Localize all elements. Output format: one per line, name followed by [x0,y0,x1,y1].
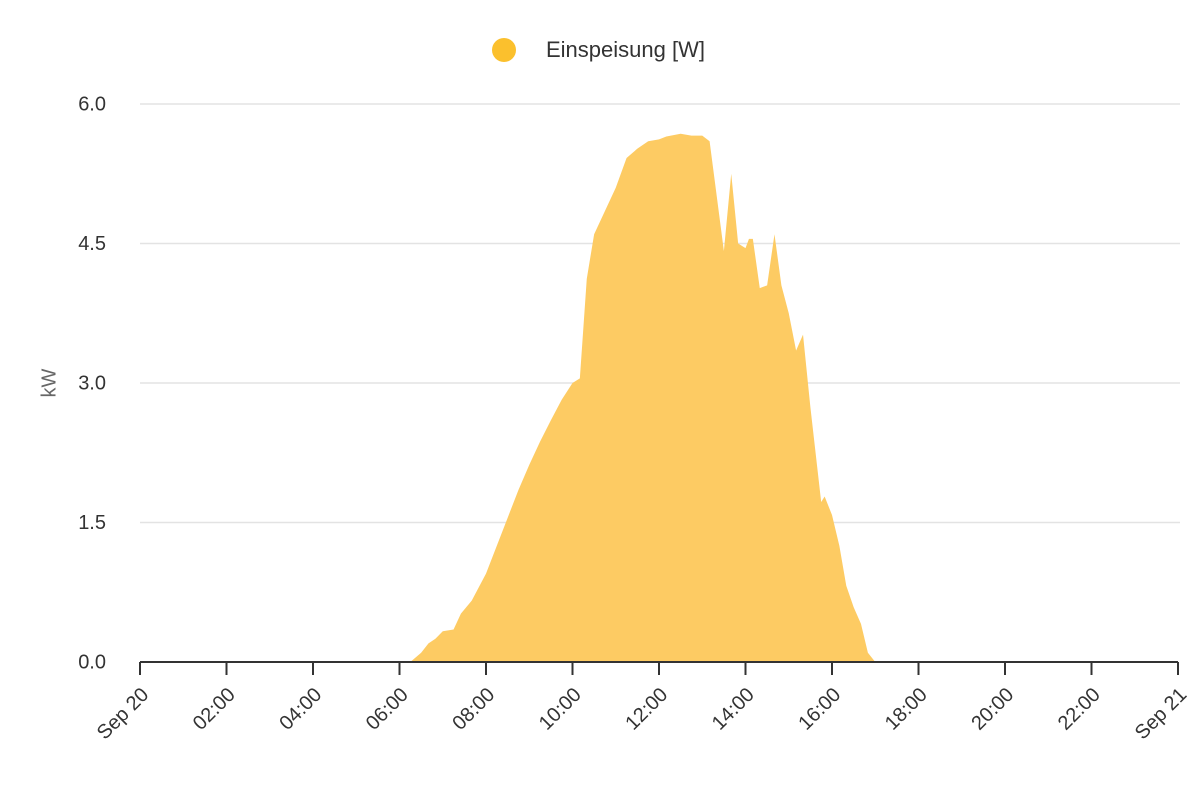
x-tick-label: 14:00 [708,684,759,735]
x-tick-label: 22:00 [1054,684,1105,735]
y-axis-tick-labels: 0.0 1.5 3.0 4.5 6.0 [78,93,106,673]
x-tick-label: 06:00 [362,684,413,735]
x-tick-label: Sep 21 [1131,684,1191,744]
y-axis-title: kW [38,368,60,397]
series-area-layer [399,133,1179,662]
x-tick-label: 12:00 [621,684,672,735]
x-tick-label: 02:00 [189,684,240,735]
x-tick-label: 08:00 [448,684,499,735]
x-tick-label: 10:00 [535,684,586,735]
y-tick-label: 0.0 [78,651,106,673]
x-tick-label: 18:00 [881,684,932,735]
legend[interactable]: Einspeisung [W] [492,37,705,62]
x-axis-tick-labels: Sep 20 02:00 04:00 06:00 08:00 10:00 12:00 14:0… [93,684,1191,744]
series-area[interactable] [399,133,1179,662]
legend-swatch-icon [492,38,516,62]
legend-label: Einspeisung [W] [546,37,705,62]
x-tick-label: Sep 20 [93,684,153,744]
y-tick-label: 6.0 [78,93,106,115]
y-tick-label: 1.5 [78,512,106,534]
x-tick-label: 20:00 [967,684,1018,735]
x-tick-label: 04:00 [275,684,326,735]
y-tick-label: 3.0 [78,372,106,394]
y-tick-label: 4.5 [78,233,106,255]
x-tick-label: 16:00 [794,684,845,735]
x-axis [139,661,1179,675]
